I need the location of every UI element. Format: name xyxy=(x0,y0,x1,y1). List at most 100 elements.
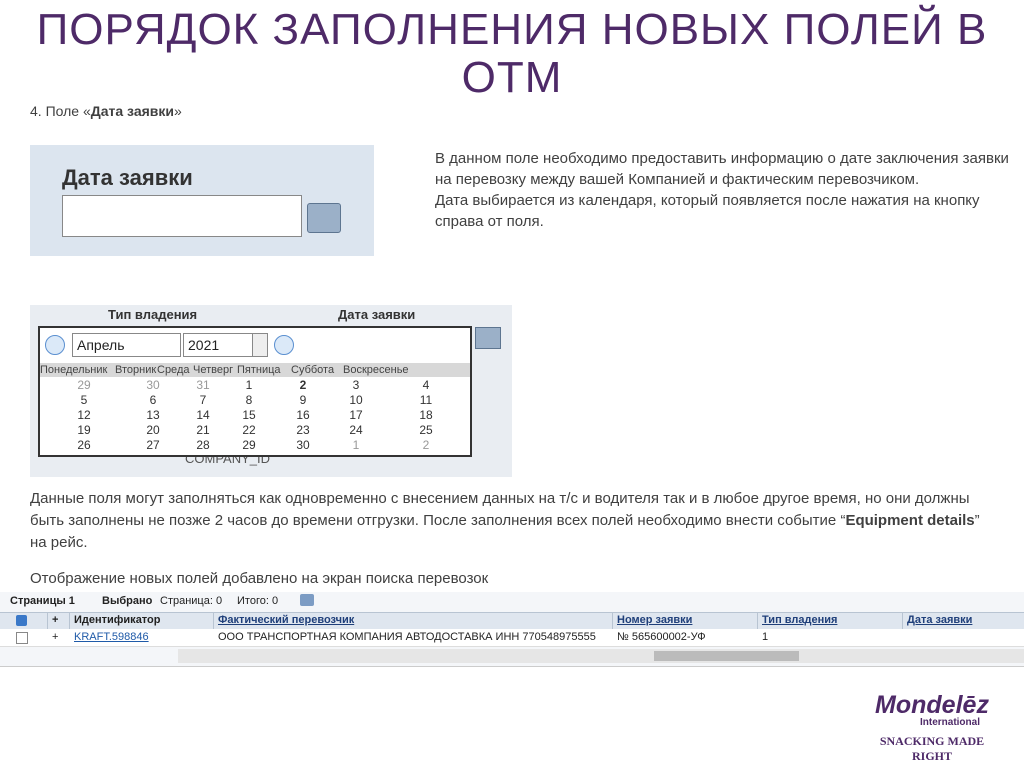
day: 30 xyxy=(146,378,160,392)
print-button[interactable] xyxy=(300,594,314,606)
column-divider xyxy=(69,613,70,629)
weekday: Воскресенье xyxy=(343,364,409,376)
paragraph: Данные поля могут заполняться как одновр… xyxy=(30,488,1000,554)
day: 5 xyxy=(80,393,88,407)
day: 12 xyxy=(77,408,91,422)
day: 26 xyxy=(77,438,91,452)
weekday-row: Понедельник Вторник Среда Четверг Пятница Суб… xyxy=(40,363,470,377)
weekday: Суббота xyxy=(291,364,335,376)
next-month[interactable] xyxy=(274,335,294,355)
cell[interactable]: KRAFT.598846 xyxy=(74,631,149,643)
weekday: Вторник xyxy=(115,364,157,376)
year-spinner[interactable] xyxy=(252,333,268,357)
field-heading: 4. Поле «Дата заявки» xyxy=(30,103,182,119)
day: 15 xyxy=(242,408,256,422)
column-header[interactable]: Номер заявки xyxy=(617,614,693,626)
day: 7 xyxy=(199,393,207,407)
cell: ООО ТРАНСПОРТНАЯ КОМПАНИЯ АВТОДОСТАВКА И… xyxy=(218,631,596,643)
column-header[interactable]: Фактический перевозчик xyxy=(218,614,355,626)
logo-tagline: SNACKING MADE RIGHT xyxy=(879,734,985,763)
field-label: Дата заявки xyxy=(62,165,193,190)
heading-suffix: » xyxy=(174,103,182,119)
weekday: Четверг xyxy=(193,364,234,376)
calendar-popup: Апрель 2021 Понедельник Вторник Среда Четве… xyxy=(38,326,472,457)
scroll-thumb[interactable] xyxy=(654,651,799,661)
description: В данном поле необходимо предоставить ин… xyxy=(435,148,1015,232)
weekday: Среда xyxy=(157,364,190,376)
date-header: Дата заявки xyxy=(338,307,416,322)
description-paragraph: В данном поле необходимо предоставить ин… xyxy=(435,150,1009,188)
paragraph-bold: Equipment details xyxy=(845,512,975,529)
column-header: Идентификатор xyxy=(74,614,161,626)
day: 19 xyxy=(77,423,91,437)
day: 21 xyxy=(196,423,210,437)
day: 23 xyxy=(296,423,310,437)
heading-name: Дата заявки xyxy=(90,103,174,119)
year-input[interactable]: 2021 xyxy=(183,333,253,357)
day: 2 xyxy=(422,438,430,452)
day: 16 xyxy=(296,408,310,422)
column-divider xyxy=(47,613,48,629)
toolbar-item: Страницы 1 xyxy=(10,595,75,607)
day: 1 xyxy=(352,438,360,452)
column-header[interactable]: Дата заявки xyxy=(907,614,973,626)
column-header[interactable]: Тип владения xyxy=(762,614,838,626)
column-divider xyxy=(902,613,903,629)
day: 30 xyxy=(296,438,310,452)
day: 31 xyxy=(196,378,210,392)
weekday: Пятница xyxy=(237,364,281,376)
day: 24 xyxy=(349,423,363,437)
day: 25 xyxy=(419,423,433,437)
column-divider xyxy=(612,613,613,629)
day: 4 xyxy=(422,378,430,392)
day: 1 xyxy=(245,378,253,392)
table-screenshot: Страницы 1 Выбрано Страница: 0 Итого: 0 + Ид… xyxy=(0,592,1024,667)
calendar-screenshot: Тип владения Дата заявки COMPANY_ID Апре… xyxy=(30,305,512,477)
day: 17 xyxy=(349,408,363,422)
calendar-button[interactable] xyxy=(307,203,341,233)
toolbar-item: Страница: 0 xyxy=(160,595,223,607)
calendar-button[interactable] xyxy=(475,327,501,349)
data-row: + KRAFT.598846 ООО ТРАНСПОРТНАЯ КОМПАНИЯ А… xyxy=(0,629,1024,647)
day: 9 xyxy=(299,393,307,407)
paragraph-text: ” на рейс. xyxy=(30,512,980,551)
scrollbar[interactable] xyxy=(178,649,1024,663)
cell: № 565600002-УФ xyxy=(617,631,706,643)
day: 10 xyxy=(349,393,363,407)
column-divider xyxy=(757,613,758,629)
header-row: + Идентификатор Фактический перевозчик Номе… xyxy=(0,612,1024,630)
description-paragraph: Дата выбирается из календаря, который по… xyxy=(435,192,980,230)
select-all[interactable] xyxy=(16,615,27,626)
day: 22 xyxy=(242,423,256,437)
day: 18 xyxy=(419,408,433,422)
owner-header: Тип владения xyxy=(108,307,198,322)
slide-title: ПОРЯДОК ЗАПОЛНЕНИЯ НОВЫХ ПОЛЕЙ В ОТМ xyxy=(36,5,988,102)
field-widget: Дата заявки xyxy=(30,145,374,256)
logo-brand: Mondelēz xyxy=(875,691,989,719)
day: 13 xyxy=(146,408,160,422)
day: 6 xyxy=(149,393,157,407)
day: 11 xyxy=(419,393,433,407)
day: 28 xyxy=(196,438,210,452)
column-divider xyxy=(213,613,214,629)
day: 29 xyxy=(242,438,256,452)
column-header: + xyxy=(52,614,59,626)
day: 20 xyxy=(146,423,160,437)
weekday: Понедельник xyxy=(40,364,108,376)
prev-month[interactable] xyxy=(45,335,65,355)
day: 8 xyxy=(245,393,253,407)
heading-prefix: 4. Поле « xyxy=(30,103,91,119)
cell: + xyxy=(52,631,59,643)
day: 27 xyxy=(146,438,160,452)
row-checkbox[interactable] xyxy=(16,632,28,644)
month-select[interactable]: Апрель xyxy=(72,333,181,357)
logo-sub: International xyxy=(919,717,980,728)
toolbar-item: Итого: 0 xyxy=(237,595,279,607)
day: 14 xyxy=(196,408,210,422)
toolbar: Страницы 1 Выбрано Страница: 0 Итого: 0 xyxy=(0,592,1024,610)
date-input[interactable] xyxy=(62,195,302,237)
day: 3 xyxy=(352,378,360,392)
day: 2 xyxy=(299,378,307,392)
cell: 1 xyxy=(762,631,769,643)
